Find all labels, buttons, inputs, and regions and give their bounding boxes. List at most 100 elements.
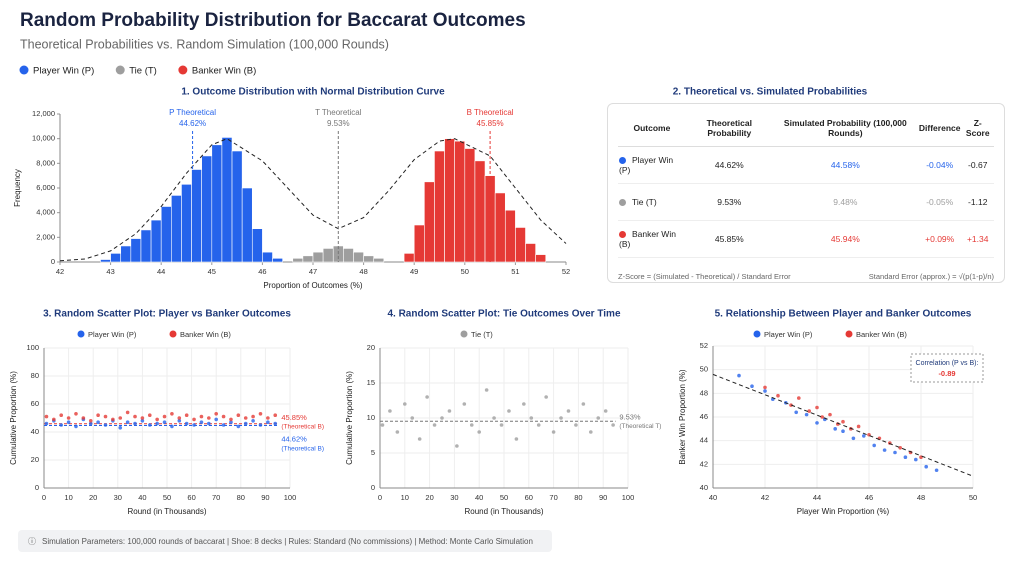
footer: ⓘ Simulation Parameters: 100,000 rounds o… bbox=[18, 530, 552, 552]
legend-marker bbox=[169, 330, 177, 338]
scatter-point bbox=[133, 421, 137, 426]
table-cell: -0.04% bbox=[917, 146, 962, 184]
bar bbox=[474, 160, 486, 263]
scatter-point bbox=[207, 421, 211, 426]
table-notes: Z-Score = (Simulated - Theoretical) / St… bbox=[618, 272, 994, 281]
scatter-point bbox=[507, 409, 511, 413]
reference-label: 45.85% bbox=[281, 413, 307, 422]
x-tick-label: 49 bbox=[410, 267, 418, 276]
bar bbox=[312, 251, 324, 263]
scatter-point bbox=[794, 410, 798, 415]
row-marker bbox=[619, 231, 626, 239]
x-tick-label: 20 bbox=[89, 493, 97, 502]
x-axis-label: Player Win Proportion (%) bbox=[797, 507, 890, 516]
x-tick-label: 46 bbox=[258, 267, 266, 276]
cell-text: 9.48% bbox=[833, 197, 858, 207]
reference-note: (Theoretical T) bbox=[619, 423, 661, 430]
scatter-point bbox=[155, 421, 159, 426]
scatter-point bbox=[425, 395, 429, 399]
y-tick-label: 80 bbox=[31, 371, 39, 380]
x-axis-label: Round (in Thousands) bbox=[127, 507, 206, 516]
scatter-point bbox=[162, 414, 167, 419]
x-tick-label: 48 bbox=[359, 267, 367, 276]
y-tick-label: 40 bbox=[31, 427, 39, 436]
legend-label: Tie (T) bbox=[471, 330, 493, 339]
table-row: Banker Win (B) 45.85% 45.94% +0.09% +1.34 bbox=[618, 220, 994, 258]
table: Outcome Theoretical Probability Simulated … bbox=[618, 110, 994, 258]
legend-label: Player Win (P) bbox=[33, 66, 94, 77]
scatter-point bbox=[934, 468, 939, 473]
y-tick-label: 10,000 bbox=[32, 134, 55, 143]
x-tick-label: 100 bbox=[622, 493, 635, 502]
legend-label: Player Win (P) bbox=[88, 330, 137, 339]
bar bbox=[120, 245, 132, 263]
scatter-point bbox=[44, 421, 49, 426]
scatter-point bbox=[59, 423, 64, 427]
cell-text: +0.09% bbox=[925, 234, 955, 244]
scatter-point bbox=[536, 423, 541, 427]
annotation-label: T Theoretical bbox=[315, 108, 362, 117]
bar bbox=[191, 169, 202, 263]
bar bbox=[373, 257, 385, 263]
y-tick-label: 20 bbox=[367, 343, 375, 352]
legend-marker bbox=[178, 65, 188, 75]
y-tick-label: 0 bbox=[371, 483, 375, 492]
scatter-point bbox=[199, 414, 204, 419]
bar bbox=[100, 259, 111, 263]
bar bbox=[272, 257, 283, 263]
legend-label: Banker Win (B) bbox=[192, 66, 256, 77]
y-tick-label: 60 bbox=[31, 399, 39, 408]
bar bbox=[130, 238, 142, 263]
scatter-point bbox=[514, 437, 519, 441]
x-tick-label: 20 bbox=[425, 493, 433, 502]
scatter-point bbox=[88, 421, 93, 426]
bar bbox=[444, 138, 455, 263]
scatter-point bbox=[177, 416, 182, 420]
scatter-point bbox=[882, 448, 887, 452]
scatter-point bbox=[52, 417, 56, 422]
x-tick-label: 42 bbox=[761, 493, 769, 502]
x-tick-label: 44 bbox=[813, 493, 821, 502]
scatter-point bbox=[828, 412, 832, 417]
scatter-point bbox=[44, 414, 49, 419]
scatter-point bbox=[170, 412, 174, 416]
scatter-point bbox=[162, 420, 167, 425]
row-marker bbox=[619, 157, 626, 165]
table-cell: Tie (T) bbox=[618, 183, 686, 221]
x-tick-label: 40 bbox=[475, 493, 483, 502]
scatter-point bbox=[258, 412, 263, 416]
table-cell: Player Win (P) bbox=[618, 146, 686, 184]
scatter-point bbox=[776, 393, 780, 398]
legend-label: Tie (T) bbox=[129, 66, 157, 77]
table-cell: 45.94% bbox=[772, 220, 918, 258]
table-cell: -0.05% bbox=[917, 183, 962, 221]
y-tick-label: 8,000 bbox=[36, 158, 55, 167]
legend-marker bbox=[753, 330, 761, 338]
bar bbox=[434, 150, 445, 263]
scatter-point bbox=[184, 421, 189, 426]
y-tick-label: 15 bbox=[367, 378, 375, 387]
scatter-point bbox=[477, 430, 482, 434]
y-axis-label: Frequency bbox=[13, 169, 22, 207]
y-tick-label: 46 bbox=[700, 412, 708, 421]
bar bbox=[515, 227, 526, 263]
scatter-point bbox=[807, 409, 811, 413]
x-axis-label: Proportion of Outcomes (%) bbox=[263, 281, 362, 290]
x-axis-label: Round (in Thousands) bbox=[464, 507, 543, 516]
column-header: Simulated Probability (100,000 Rounds) bbox=[772, 110, 918, 147]
bar bbox=[413, 224, 425, 263]
chart-title: 1. Outcome Distribution with Normal Dist… bbox=[181, 87, 445, 98]
scatter-point bbox=[804, 412, 809, 417]
scatter-point bbox=[380, 423, 385, 427]
table-cell: 44.58% bbox=[772, 146, 918, 184]
scatter-point bbox=[118, 426, 123, 430]
scatter-point bbox=[221, 414, 226, 419]
scatter-point bbox=[88, 419, 93, 423]
bar bbox=[251, 228, 263, 263]
scatter-point bbox=[596, 416, 601, 420]
bar bbox=[464, 148, 476, 263]
y-tick-label: 4,000 bbox=[36, 208, 55, 217]
cell-text: -0.05% bbox=[926, 197, 954, 207]
scatter-point bbox=[484, 388, 489, 392]
